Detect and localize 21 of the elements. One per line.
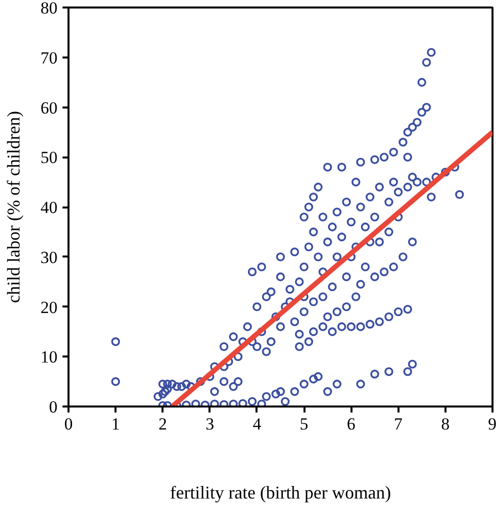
y-tick-label: 40 xyxy=(40,198,58,217)
y-tick-label: 60 xyxy=(40,98,58,118)
x-tick-label: 9 xyxy=(488,414,496,434)
x-axis-title: fertility rate (birth per woman) xyxy=(170,482,391,502)
x-tick-label: 7 xyxy=(394,414,404,434)
y-tick-label: 30 xyxy=(40,248,58,267)
y-tick-label: 10 xyxy=(40,348,58,367)
y-tick-label: 70 xyxy=(40,48,58,68)
y-tick-label: 50 xyxy=(40,148,58,168)
y-tick-label: 20 xyxy=(40,298,58,317)
x-tick-label: 6 xyxy=(346,414,356,434)
x-tick-label: 2 xyxy=(158,414,167,434)
x-tick-label: 4 xyxy=(252,414,262,434)
x-tick-label: 5 xyxy=(300,414,308,434)
y-tick-label: 0 xyxy=(49,398,58,416)
y-axis-title: child labor (% of children) xyxy=(4,111,24,303)
x-tick-label: 8 xyxy=(441,414,450,434)
y-tick-label: 80 xyxy=(40,0,58,18)
x-tick-label: 1 xyxy=(111,414,120,434)
x-tick-label: 3 xyxy=(206,414,214,434)
x-tick-label: 0 xyxy=(64,414,73,434)
